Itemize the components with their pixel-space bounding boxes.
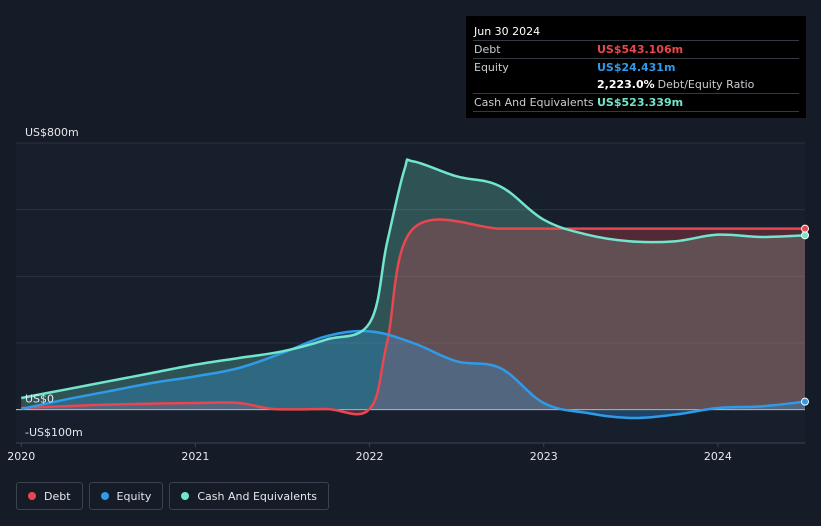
- area-debt: [21, 219, 806, 415]
- tooltip-row-ratio: 2,223.0% Debt/Equity Ratio: [473, 76, 799, 93]
- y-axis-ticks: US$800m US$0 -US$100m: [25, 126, 83, 439]
- legend-dot-icon: [100, 492, 109, 500]
- debt-equity-chart: US$800m US$0 -US$100m 2020 2021 2022 2023 2024: [7, 126, 809, 463]
- legend-item-debt[interactable]: Debt: [16, 482, 83, 510]
- tooltip-value-ratio: 2,223.0% Debt/Equity Ratio: [597, 76, 754, 93]
- area-equity: [21, 331, 806, 419]
- tooltip-value-cash: US$523.339m: [597, 96, 684, 109]
- chart-legend: Debt Equity Cash And Equivalents: [16, 482, 329, 510]
- y-tick-label: -US$100m: [25, 426, 83, 439]
- tooltip-row-equity: Equity US$24.431m: [473, 58, 799, 76]
- marker-equity: [801, 397, 809, 406]
- line-debt: [21, 218, 805, 416]
- legend-dot-icon: [28, 492, 36, 500]
- x-tick-label: 2020: [7, 450, 35, 463]
- tooltip-row-cash: Cash And Equivalents US$523.339m: [473, 93, 799, 112]
- legend-dot-icon: [181, 492, 190, 500]
- legend-label: Cash And Equivalents: [197, 489, 317, 503]
- plot-background: [16, 143, 805, 443]
- line-cash-and-equivalents: [20, 158, 806, 400]
- legend-label: Equity: [116, 489, 152, 503]
- series-lines: [20, 158, 806, 420]
- y-tick-label: US$0: [25, 393, 54, 406]
- series-areas: [21, 159, 806, 419]
- grid-lines: [16, 142, 805, 444]
- tooltip-label: Debt: [474, 43, 501, 56]
- legend-label: Debt: [44, 489, 71, 503]
- tooltip-date: Jun 30 2024: [474, 25, 541, 38]
- tooltip-row-debt: Debt US$543.106m: [473, 40, 799, 58]
- tooltip-label: Equity: [474, 61, 509, 74]
- tooltip-label: Cash And Equivalents: [474, 96, 594, 109]
- legend-item-equity[interactable]: Equity: [88, 482, 164, 510]
- x-tick-label: 2024: [704, 450, 732, 463]
- tooltip-value-equity: US$24.431m: [597, 61, 676, 74]
- marker-debt: [801, 224, 809, 233]
- line-equity: [20, 329, 806, 420]
- y-tick-label: US$800m: [25, 126, 79, 139]
- ratio-value: 2,223.0%: [597, 78, 655, 91]
- legend-item-cash[interactable]: Cash And Equivalents: [169, 482, 329, 510]
- x-axis-ticks: 2020 2021 2022 2023 2024: [7, 443, 732, 463]
- x-tick-label: 2021: [181, 450, 209, 463]
- ratio-caption: Debt/Equity Ratio: [657, 78, 755, 91]
- tooltip-value-debt: US$543.106m: [597, 43, 684, 56]
- series-end-markers: [801, 224, 809, 406]
- data-tooltip: Jun 30 2024 Debt US$543.106m Equity US$2…: [466, 16, 806, 118]
- marker-cash-and-equivalents: [801, 231, 809, 240]
- x-tick-label: 2023: [530, 450, 558, 463]
- area-cash-and-equivalents: [21, 159, 806, 410]
- x-tick-label: 2022: [356, 450, 384, 463]
- tooltip-label: [473, 76, 597, 93]
